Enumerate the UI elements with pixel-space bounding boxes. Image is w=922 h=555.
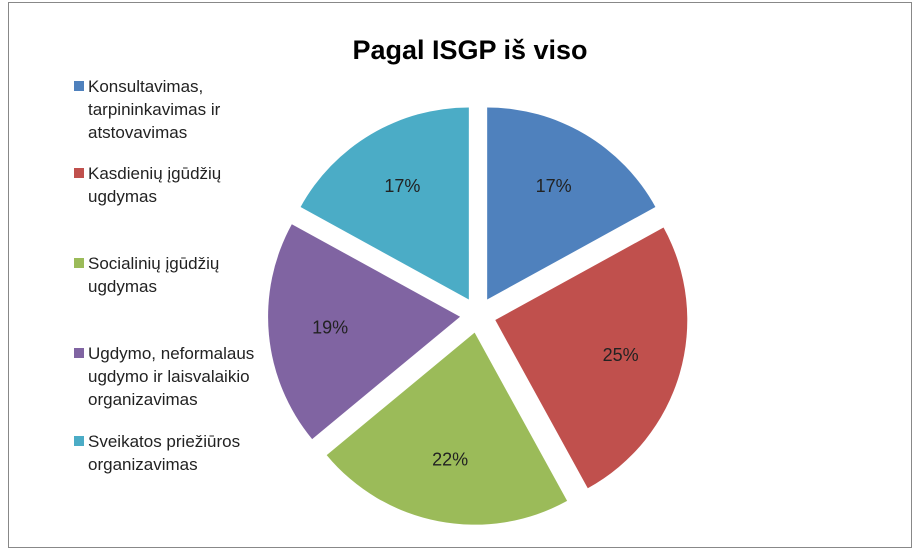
legend-entry: Sveikatos priežiūros organizavimas bbox=[74, 430, 274, 476]
data-label: 22% bbox=[432, 450, 468, 470]
legend-label: Konsultavimas, tarpininkavimas ir atstov… bbox=[88, 77, 221, 142]
data-label: 25% bbox=[603, 345, 639, 365]
data-label: 17% bbox=[536, 176, 572, 196]
pie-slice bbox=[326, 332, 568, 525]
legend-label: Ugdymo, neformalaus ugdymo ir laisvalaik… bbox=[88, 344, 255, 409]
legend-entry: Ugdymo, neformalaus ugdymo ir laisvalaik… bbox=[74, 342, 274, 411]
legend-label: Kasdienių įgūdžių ugdymas bbox=[88, 164, 222, 206]
legend-entry: Konsultavimas, tarpininkavimas ir atstov… bbox=[74, 75, 274, 144]
data-label: 19% bbox=[312, 318, 348, 338]
legend-entry: Socialinių įgūdžių ugdymas bbox=[74, 252, 274, 298]
legend-swatch bbox=[74, 436, 84, 446]
pie-slice bbox=[495, 227, 688, 489]
data-label: 17% bbox=[384, 176, 420, 196]
pie-slice bbox=[487, 107, 656, 300]
legend-swatch bbox=[74, 258, 84, 268]
pie-slice bbox=[268, 224, 461, 440]
legend-label: Socialinių įgūdžių ugdymas bbox=[88, 254, 220, 296]
chart-frame bbox=[8, 2, 912, 548]
legend-swatch bbox=[74, 81, 84, 91]
legend-label: Sveikatos priežiūros organizavimas bbox=[88, 432, 241, 474]
legend-swatch bbox=[74, 348, 84, 358]
chart-title: Pagal ISGP iš viso bbox=[352, 35, 587, 65]
pie-slice bbox=[300, 107, 469, 300]
legend-swatch bbox=[74, 168, 84, 178]
legend-entry: Kasdienių įgūdžių ugdymas bbox=[74, 162, 274, 208]
